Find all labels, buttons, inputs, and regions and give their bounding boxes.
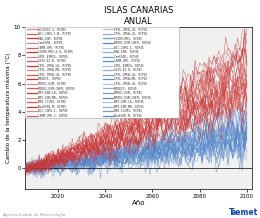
X-axis label: Año: Año: [132, 200, 145, 206]
Y-axis label: Cambio de la temperatura máxima (°C): Cambio de la temperatura máxima (°C): [5, 53, 11, 163]
Title: ISLAS CANARIAS
ANUAL: ISLAS CANARIAS ANUAL: [104, 5, 173, 26]
Text: aemet: aemet: [230, 208, 257, 217]
Text: T: T: [229, 208, 234, 217]
Text: Agencia Estatal de Meteorología: Agencia Estatal de Meteorología: [3, 213, 66, 217]
